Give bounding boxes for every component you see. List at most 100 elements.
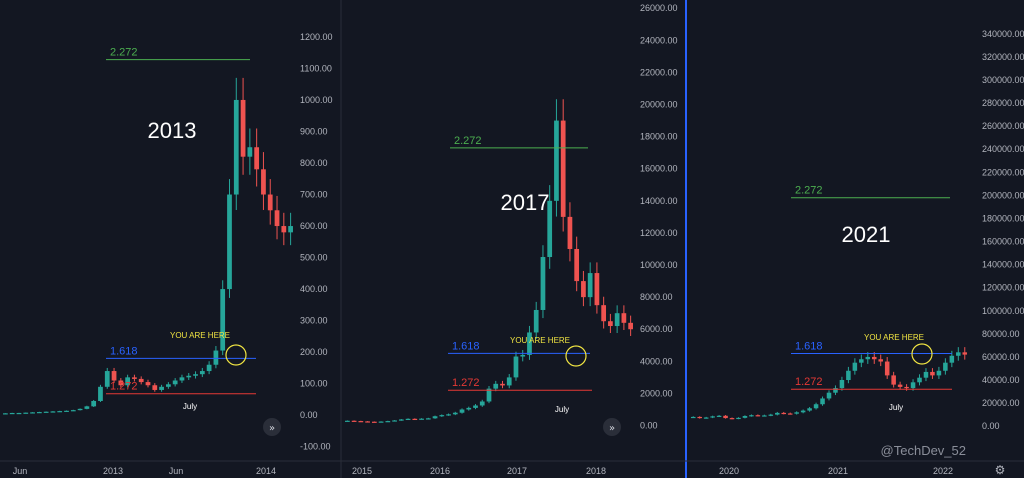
candle [956, 352, 961, 356]
x-tick-label: 2020 [719, 466, 739, 476]
candle [729, 418, 735, 420]
fast-forward-button-bg[interactable] [263, 418, 281, 436]
candle [186, 375, 192, 378]
candle [111, 371, 117, 381]
candle [690, 416, 696, 419]
x-tick-label: 2017 [507, 466, 527, 476]
candle [179, 377, 185, 381]
candle [378, 421, 384, 423]
y-tick-label: 1100.00 [300, 63, 332, 73]
candle [30, 412, 35, 414]
candle [891, 375, 896, 385]
candle [486, 388, 492, 402]
y-tick-label: 900.00 [300, 126, 328, 136]
y-tick-label: 4000.00 [640, 356, 673, 366]
y-tick-label: 24000.00 [640, 35, 678, 45]
candle [949, 355, 955, 363]
candle [138, 378, 144, 383]
fib-level-label: 2.272 [795, 185, 823, 197]
candle [742, 416, 748, 418]
candle [125, 377, 131, 386]
candle [768, 414, 774, 416]
you-are-here-label: YOU ARE HERE [510, 336, 570, 345]
candle [281, 226, 287, 233]
candle [936, 370, 942, 376]
candle [459, 409, 465, 413]
candle [736, 417, 741, 420]
fib-level-label: 2.272 [110, 47, 138, 59]
candle [917, 377, 922, 383]
candle [9, 412, 15, 415]
candle [479, 401, 485, 406]
x-tick-label: Jun [169, 466, 184, 476]
candle [820, 398, 825, 405]
candle [878, 359, 883, 362]
x-tick-label: 2013 [103, 466, 123, 476]
x-tick-label: 2016 [430, 466, 450, 476]
candle [50, 411, 56, 413]
y-tick-label: 2000.00 [640, 388, 673, 398]
fast-forward-icon[interactable]: » [263, 418, 281, 436]
y-tick-label: 280000.00 [982, 98, 1024, 108]
candle [3, 413, 8, 415]
candle [923, 371, 929, 378]
candle [70, 410, 76, 412]
candle [628, 322, 633, 330]
y-tick-label: 240000.00 [982, 144, 1024, 154]
y-tick-label: 0.00 [982, 421, 1000, 431]
candle [826, 392, 832, 399]
candle [288, 226, 293, 233]
candle [794, 412, 799, 414]
candle [16, 412, 22, 415]
candle [716, 415, 722, 417]
candle [859, 359, 864, 363]
candle [554, 120, 559, 201]
y-tick-label: 12000.00 [640, 228, 678, 238]
candle [220, 289, 226, 351]
candle [351, 420, 357, 422]
candle [36, 412, 42, 414]
y-tick-label: 40000.00 [982, 375, 1020, 385]
you-are-here-circle [225, 344, 247, 366]
x-tick-label: 2021 [828, 466, 848, 476]
y-tick-label: 200000.00 [982, 190, 1024, 200]
candle [807, 408, 812, 411]
candle [513, 356, 519, 378]
candle [213, 350, 219, 365]
y-tick-label: 340000.00 [982, 29, 1024, 39]
y-tick-label: 260000.00 [982, 121, 1024, 131]
fast-forward-icon[interactable]: » [603, 418, 621, 436]
y-tick-label: 100.00 [300, 379, 328, 389]
you-are-here-circle [911, 343, 933, 365]
candle [547, 200, 553, 258]
y-tick-label: 300.00 [300, 316, 328, 326]
candle [852, 362, 858, 371]
fib-level-label: 2.272 [454, 135, 482, 147]
settings-icon[interactable]: ⚙ [995, 463, 1006, 477]
y-tick-label: 300000.00 [982, 75, 1024, 85]
candle [493, 383, 499, 389]
candle [601, 305, 607, 322]
candle [520, 354, 526, 357]
candle [206, 364, 212, 372]
you-are-here-circle [565, 345, 587, 367]
candle [446, 414, 451, 416]
chart-title: 2013 [148, 118, 197, 143]
candle [762, 415, 767, 417]
fast-forward-glyph: » [269, 423, 275, 434]
y-tick-label: 100000.00 [982, 306, 1024, 316]
candle [775, 412, 780, 415]
y-tick-label: 160000.00 [982, 237, 1024, 247]
candle [527, 332, 532, 355]
candle [787, 413, 793, 415]
candle [358, 421, 364, 423]
watermark: @TechDev_52 [880, 443, 966, 458]
candle [500, 383, 505, 386]
x-tick-label: 2014 [256, 466, 276, 476]
candle [567, 216, 573, 249]
x-tick-label: 2015 [352, 466, 372, 476]
candle [608, 321, 613, 327]
candle [897, 384, 903, 387]
fast-forward-button-bg[interactable] [603, 418, 621, 436]
